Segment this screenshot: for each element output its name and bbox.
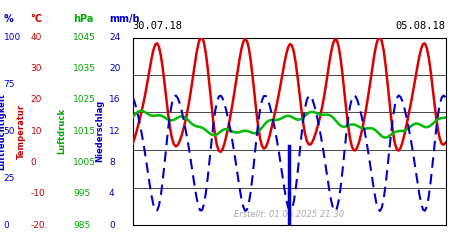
Text: 100: 100 bbox=[4, 33, 21, 42]
Text: 20: 20 bbox=[31, 96, 42, 104]
Text: Luftfeuchtigkeit: Luftfeuchtigkeit bbox=[0, 93, 6, 170]
Text: 8: 8 bbox=[109, 158, 115, 167]
Text: 1045: 1045 bbox=[73, 33, 96, 42]
Text: -20: -20 bbox=[31, 220, 45, 230]
Text: 25: 25 bbox=[4, 174, 15, 182]
Text: -10: -10 bbox=[31, 189, 45, 198]
Text: 1035: 1035 bbox=[73, 64, 96, 73]
Text: 4: 4 bbox=[109, 189, 114, 198]
Text: 12: 12 bbox=[109, 127, 120, 136]
Text: Erstellt: 01.06.2025 21:30: Erstellt: 01.06.2025 21:30 bbox=[234, 210, 344, 220]
Text: 30.07.18: 30.07.18 bbox=[133, 21, 183, 31]
Text: %: % bbox=[4, 14, 13, 24]
Text: 75: 75 bbox=[4, 80, 15, 89]
Text: Luftdruck: Luftdruck bbox=[58, 108, 67, 154]
Text: 985: 985 bbox=[73, 220, 90, 230]
Text: Temperatur: Temperatur bbox=[17, 104, 26, 159]
Text: 1005: 1005 bbox=[73, 158, 96, 167]
Text: 0: 0 bbox=[31, 158, 36, 167]
Text: Niederschlag: Niederschlag bbox=[95, 100, 104, 162]
Text: 30: 30 bbox=[31, 64, 42, 73]
Text: mm/h: mm/h bbox=[109, 14, 140, 24]
Text: 1015: 1015 bbox=[73, 127, 96, 136]
Text: 995: 995 bbox=[73, 189, 90, 198]
Text: 16: 16 bbox=[109, 96, 121, 104]
Text: 0: 0 bbox=[109, 220, 115, 230]
Text: 20: 20 bbox=[109, 64, 120, 73]
Text: 05.08.18: 05.08.18 bbox=[396, 21, 446, 31]
Text: 10: 10 bbox=[31, 127, 42, 136]
Text: 1025: 1025 bbox=[73, 96, 96, 104]
Text: 50: 50 bbox=[4, 127, 15, 136]
Text: 40: 40 bbox=[31, 33, 42, 42]
Text: 0: 0 bbox=[4, 220, 9, 230]
Text: °C: °C bbox=[31, 14, 43, 24]
Text: 24: 24 bbox=[109, 33, 120, 42]
Text: hPa: hPa bbox=[73, 14, 93, 24]
